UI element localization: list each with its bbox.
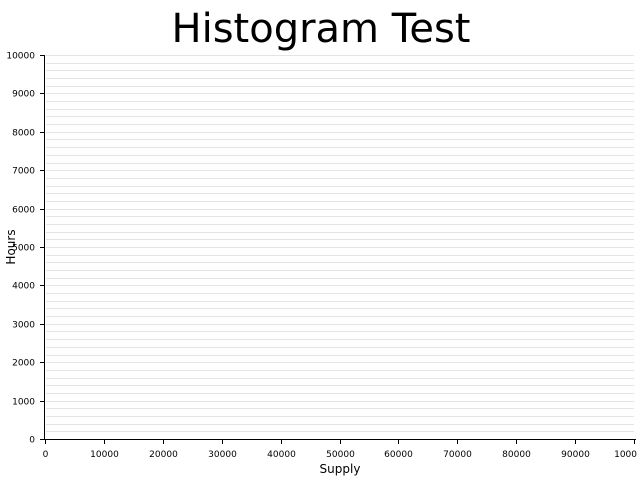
- x-tick-label: 40000: [267, 450, 296, 460]
- y-tick-label: 1000: [12, 398, 35, 408]
- y-axis-label: Hours: [4, 229, 18, 264]
- y-tick-label: 10000: [6, 52, 35, 62]
- y-tick-label: 9000: [12, 90, 35, 100]
- y-axis-ticks: 0 1000 2000 3000 4000 5000 6000 7000 8000 9000 100…: [6, 52, 44, 446]
- x-axis-label: Supply: [320, 462, 361, 476]
- y-tick-label: 4000: [12, 282, 35, 292]
- chart-title: Histogram Test: [172, 6, 471, 52]
- x-tick-label: 0: [43, 450, 49, 460]
- y-tick-label: 0: [29, 436, 35, 446]
- y-tick-label: 5000: [12, 244, 35, 254]
- x-tick-label: 60000: [384, 450, 413, 460]
- x-tick-label: 10000: [90, 450, 119, 460]
- x-tick-label: 1000: [614, 450, 637, 460]
- x-tick-label: 30000: [208, 450, 237, 460]
- y-tick-label: 8000: [12, 129, 35, 139]
- x-tick-label: 80000: [502, 450, 531, 460]
- x-axis-ticks: 0 10000 20000 30000 40000 50000 60000 70000 8000…: [43, 440, 637, 460]
- x-tick-label: 70000: [443, 450, 472, 460]
- y-tick-label: 6000: [12, 206, 35, 216]
- y-tick-label: 7000: [12, 167, 35, 177]
- x-tick-label: 90000: [561, 450, 590, 460]
- x-tick-label: 20000: [149, 450, 178, 460]
- y-tick-label: 2000: [12, 359, 35, 369]
- y-tick-label: 3000: [12, 321, 35, 331]
- grid-lines: [46, 55, 634, 432]
- x-tick-label: 50000: [326, 450, 355, 460]
